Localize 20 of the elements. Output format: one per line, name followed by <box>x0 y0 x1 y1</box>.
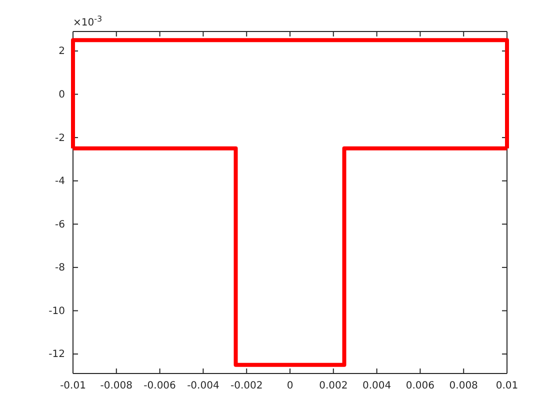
y-tick-label: -10 <box>48 306 65 317</box>
y-tick-label: 2 <box>58 46 65 58</box>
x-tick-label: -0.002 <box>230 380 263 392</box>
x-tick-label: -0.008 <box>100 380 133 392</box>
y-tick-label: -8 <box>55 262 65 274</box>
x-tick-label: -0.006 <box>144 380 176 392</box>
x-tick-label: 0.01 <box>496 380 518 392</box>
x-tick-label: 0.004 <box>362 380 392 392</box>
text: ×10$^{-3}$ <box>73 14 102 28</box>
x-tick-label: 0.008 <box>449 380 478 392</box>
y-tick-label: -12 <box>48 349 65 360</box>
x-tick-label: 0.002 <box>319 380 348 392</box>
y-tick-label: 0 <box>58 89 65 100</box>
x-tick-label: 0 <box>286 380 294 392</box>
x-tick-label: -0.004 <box>187 380 220 392</box>
x-tick-label: 0.006 <box>406 380 435 392</box>
x-tick-label: -0.01 <box>60 380 86 392</box>
y-tick-label: -2 <box>55 132 65 144</box>
y-tick-label: -6 <box>55 219 65 230</box>
y-tick-label: -4 <box>55 176 65 188</box>
